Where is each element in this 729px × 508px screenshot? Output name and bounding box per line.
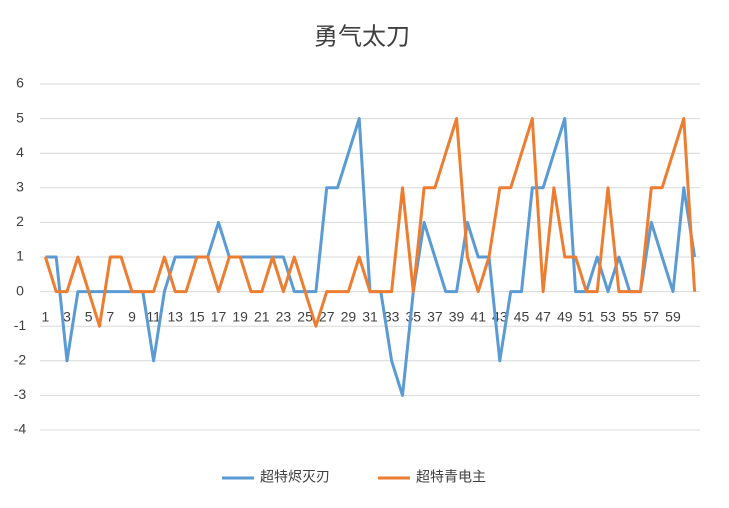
y-tick-label: -1 <box>14 317 27 333</box>
x-tick-label: 25 <box>297 308 313 324</box>
x-tick-label: 53 <box>600 308 616 324</box>
x-tick-label: 21 <box>254 308 270 324</box>
legend-label: 超特烬灭刃 <box>260 469 330 485</box>
x-tick-label: 9 <box>128 308 136 324</box>
x-tick-label: 41 <box>470 308 486 324</box>
x-tick-label: 49 <box>557 308 573 324</box>
x-tick-label: 17 <box>211 308 227 324</box>
y-tick-label: -4 <box>14 421 27 437</box>
x-tick-label: 5 <box>85 308 93 324</box>
y-tick-label: 1 <box>16 248 24 264</box>
x-tick-label: 57 <box>644 308 660 324</box>
x-tick-label: 35 <box>405 308 421 324</box>
x-tick-label: 33 <box>384 308 400 324</box>
x-tick-label: 1 <box>42 308 50 324</box>
x-tick-label: 29 <box>341 308 357 324</box>
legend-label: 超特青电主 <box>416 469 486 485</box>
y-tick-label: 3 <box>16 179 24 195</box>
y-tick-label: -3 <box>14 386 27 402</box>
x-tick-label: 51 <box>579 308 595 324</box>
x-tick-label: 15 <box>189 308 205 324</box>
y-tick-label: 0 <box>16 282 24 298</box>
x-tick-label: 19 <box>232 308 248 324</box>
x-tick-label: 31 <box>362 308 378 324</box>
x-tick-label: 59 <box>665 308 681 324</box>
x-tick-label: 55 <box>622 308 638 324</box>
x-tick-label: 45 <box>514 308 530 324</box>
x-tick-label: 23 <box>276 308 292 324</box>
y-tick-label: 5 <box>16 109 24 125</box>
x-tick-label: 27 <box>319 308 335 324</box>
y-tick-label: 2 <box>16 213 24 229</box>
x-tick-label: 37 <box>427 308 443 324</box>
chart-title: 勇气太刀 <box>314 23 410 50</box>
y-tick-label: 6 <box>16 75 24 91</box>
x-tick-label: 11 <box>146 308 161 324</box>
x-tick-label: 39 <box>449 308 465 324</box>
y-tick-label: 4 <box>16 144 24 160</box>
x-tick-label: 3 <box>63 308 71 324</box>
x-tick-label: 7 <box>106 308 114 324</box>
x-tick-label: 47 <box>535 308 551 324</box>
x-tick-label: 13 <box>167 308 183 324</box>
y-tick-label: -2 <box>14 352 27 368</box>
series-line <box>43 117 697 328</box>
